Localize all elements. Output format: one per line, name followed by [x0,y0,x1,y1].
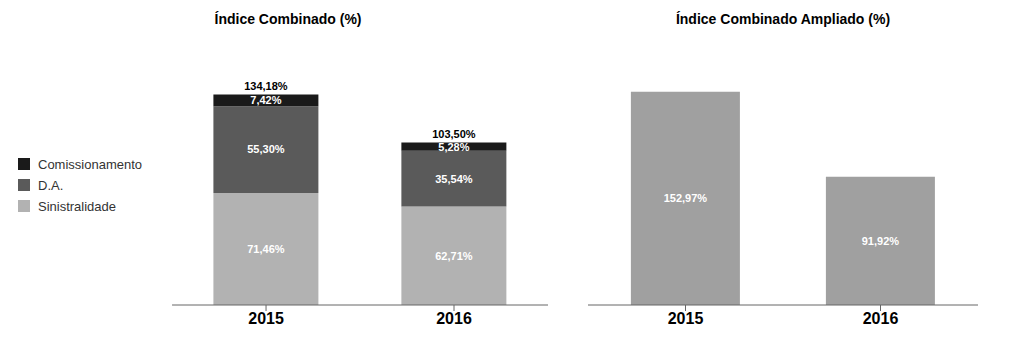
html-text:Sinistralidade: Sinistralidade [38,198,116,214]
svg-text:2015: 2015 [248,310,284,327]
svg-text:2016: 2016 [863,310,899,327]
svg-text:35,54%: 35,54% [435,173,473,185]
svg-text:2015: 2015 [668,310,704,327]
svg-text:62,71%: 62,71% [435,250,473,262]
html-text:Índice Combinado (%): Índice Combinado (%) [214,11,362,27]
html-text:Comissionamento: Comissionamento [38,156,142,172]
svg-text:2016: 2016 [436,310,472,327]
svg-text:103,50%: 103,50% [432,128,476,140]
svg-text:55,30%: 55,30% [247,143,285,155]
html-text:Índice Combinado Ampliado (%): Índice Combinado Ampliado (%) [675,11,891,27]
svg-text:5,28%: 5,28% [438,141,469,153]
svg-text:152,97%: 152,97% [664,192,708,204]
svg-text:91,92%: 91,92% [862,235,900,247]
html-text:D.A.: D.A. [38,177,64,193]
svg-text:71,46%: 71,46% [247,243,285,255]
svg-text:7,42%: 7,42% [250,94,281,106]
svg-text:134,18%: 134,18% [244,80,288,92]
